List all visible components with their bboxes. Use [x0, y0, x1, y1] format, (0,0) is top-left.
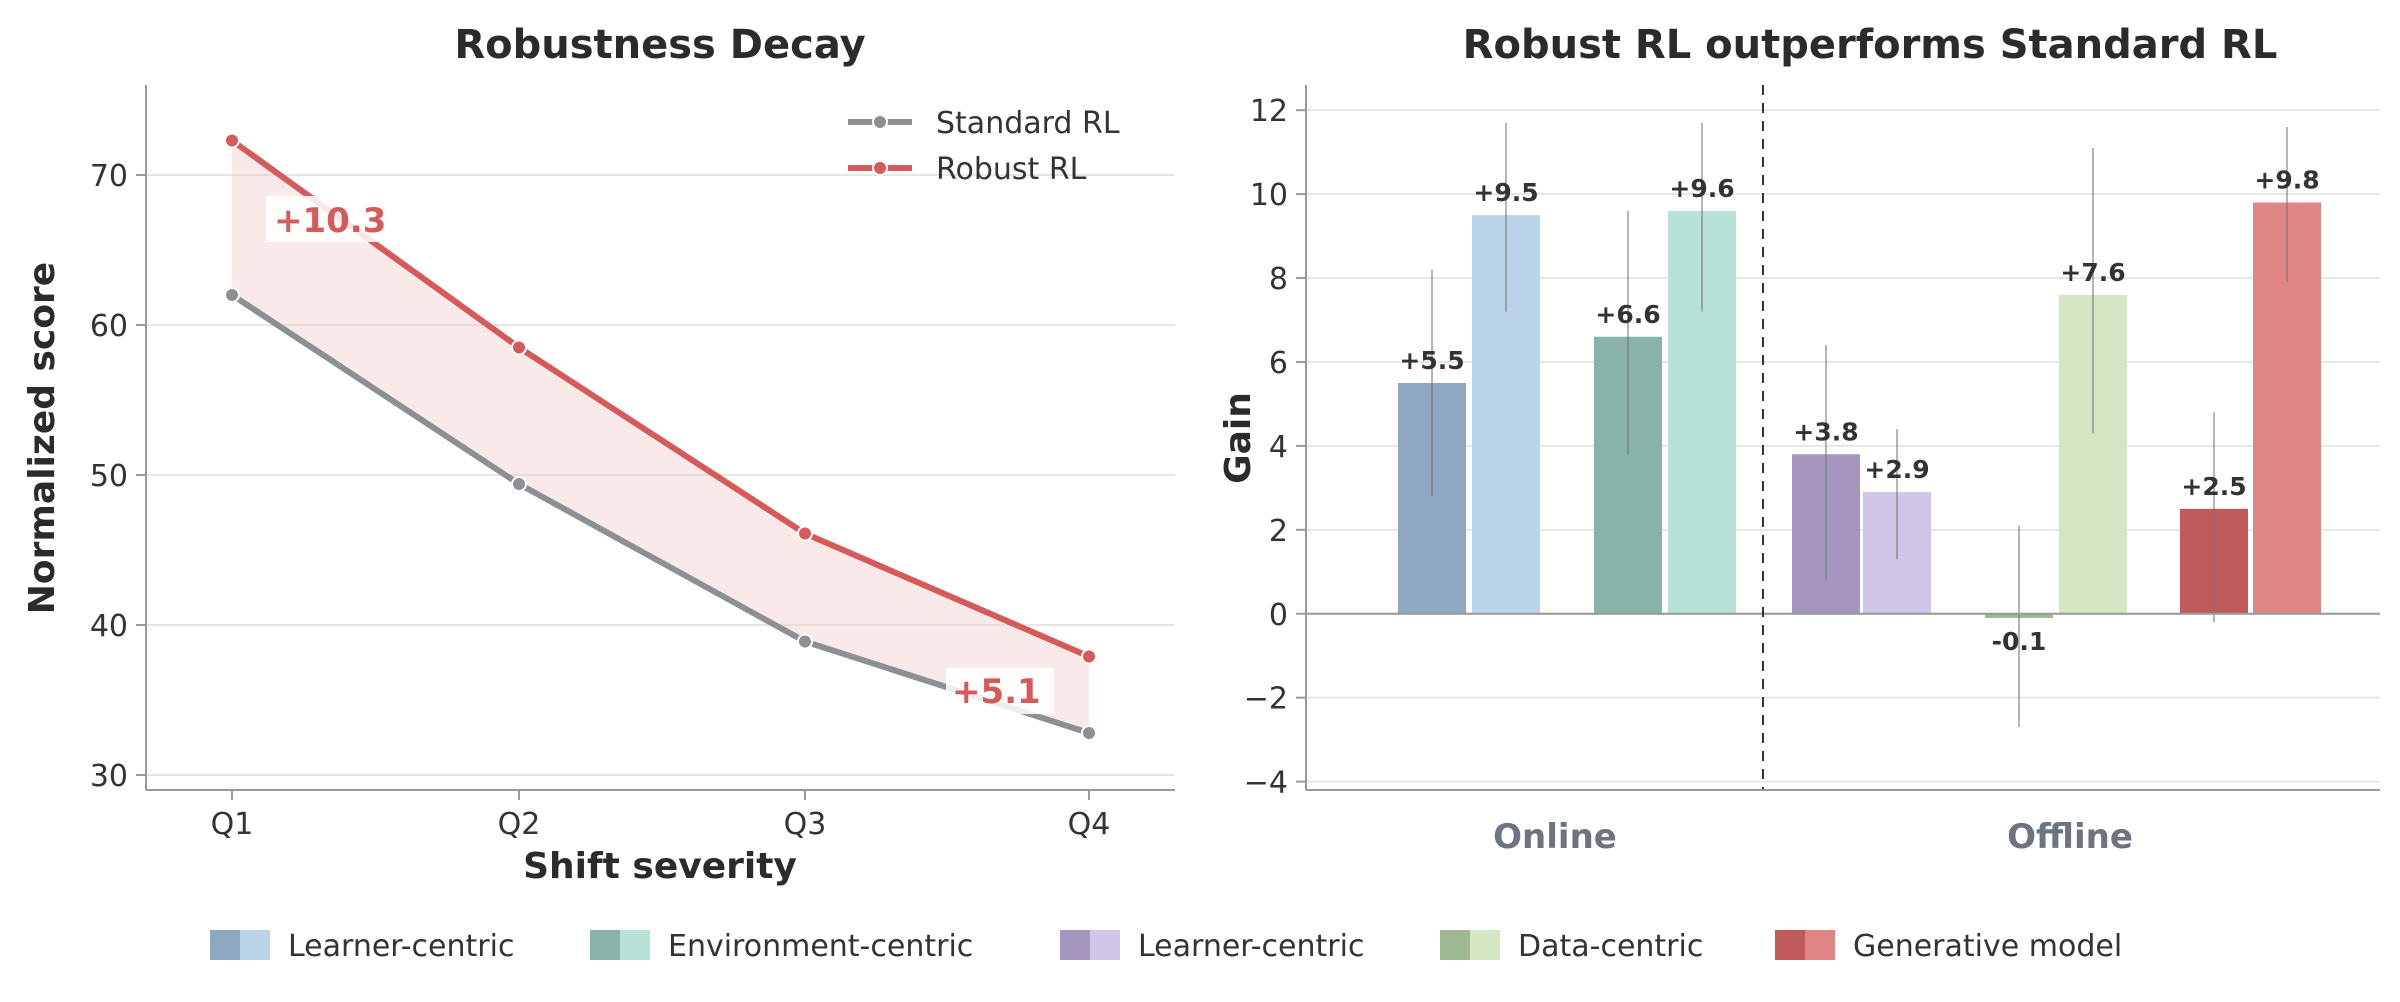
right-chart-title: Robust RL outperforms Standard RL [1463, 22, 2278, 68]
legend-swatch-dark [1775, 930, 1805, 960]
legend-swatch-dark [1440, 930, 1470, 960]
robust-rl-point [797, 525, 813, 542]
gap-annotation-q1: +10.3 [274, 201, 386, 241]
legend-swatch-light [240, 930, 270, 960]
legend-marker [872, 160, 888, 176]
left-x-tick-label: Q2 [498, 807, 541, 842]
left-gridlines [146, 174, 1175, 776]
standard-rl-point [797, 633, 813, 650]
legend-marker [872, 114, 888, 130]
legend-label: Robust RL [936, 152, 1087, 187]
left-chart-title: Robustness Decay [454, 22, 865, 68]
right-y-tick-label: −2 [1244, 682, 1288, 717]
bar-value-label: +9.8 [2254, 166, 2319, 195]
legend-label: Standard RL [936, 106, 1120, 141]
gain-bar-chart: Robust RL outperforms Standard RL +5.5 +9… [1218, 22, 2380, 857]
left-y-tick-label: 40 [90, 609, 128, 644]
group-label: Offline [2007, 817, 2133, 857]
left-series-points [224, 132, 1097, 741]
left-legend: Standard RL Robust RL [848, 106, 1120, 187]
bottom-legend: Learner-centric Environment-centric Learne… [210, 929, 2122, 964]
left-x-ticks: Q1 Q2 Q3 Q4 [211, 790, 1111, 842]
robust-rl-point [224, 132, 240, 149]
gap-annotation-q4: +5.1 [952, 672, 1041, 712]
standard-rl-point [511, 476, 527, 492]
robust-rl-point [1081, 648, 1097, 665]
robust-rl-point [511, 339, 527, 356]
annotation-bg [946, 668, 1054, 714]
group-labels: Online Offline [1493, 817, 2133, 857]
gap-fill-area [232, 140, 1089, 733]
right-y-tick-label: 4 [1269, 430, 1288, 465]
legend-swatch-light [1805, 930, 1835, 960]
legend-entry-label: Learner-centric [288, 929, 514, 964]
legend-swatch-light [1090, 930, 1120, 960]
legend-entry-label: Environment-centric [668, 929, 973, 964]
left-y-axis-label: Normalized score [22, 262, 63, 614]
left-x-axis-label: Shift severity [523, 846, 797, 887]
left-annotations: +10.3 +5.1 [266, 196, 1054, 714]
annotation-bg [266, 196, 394, 242]
left-y-ticks: 30 40 50 60 70 [90, 159, 146, 794]
legend-entry-label: Data-centric [1518, 929, 1703, 964]
robustness-decay-chart: Robustness Decay 30 40 50 60 70 Q1 Q2 Q3 Q4 Shi… [22, 22, 1175, 887]
legend-swatch-dark [210, 930, 240, 960]
standard-rl-point [1081, 725, 1097, 741]
right-y-ticks: −4 −2 0 2 4 6 8 10 12 [1244, 94, 1306, 801]
left-y-tick-label: 30 [90, 759, 128, 794]
legend-swatch-light [1470, 930, 1500, 960]
legend-swatch-dark [590, 930, 620, 960]
robust-rl-line [230, 138, 1091, 660]
right-y-tick-label: 10 [1250, 178, 1288, 213]
bar-value-label: +2.5 [2181, 472, 2246, 501]
error-bars [1431, 122, 2288, 728]
right-y-tick-label: −4 [1244, 766, 1288, 801]
bar-value-label: -0.1 [1992, 627, 2047, 656]
left-y-tick-label: 60 [90, 309, 128, 344]
group-label: Online [1493, 817, 1617, 857]
bar-value-label: +2.9 [1864, 455, 1929, 484]
legend-swatch-light [620, 930, 650, 960]
legend-entry-label: Learner-centric [1138, 929, 1364, 964]
right-y-axis-label: Gain [1218, 392, 1259, 484]
standard-rl-point [224, 287, 240, 303]
bar-value-label: +9.6 [1669, 174, 1734, 203]
left-y-tick-label: 50 [90, 459, 128, 494]
gain-bars [1398, 202, 2321, 618]
bar-value-label: +5.5 [1399, 346, 1464, 375]
legend-entry-label: Generative model [1853, 929, 2122, 964]
right-y-tick-label: 2 [1269, 514, 1288, 549]
left-y-tick-label: 70 [90, 159, 128, 194]
bar-value-label: +3.8 [1793, 417, 1858, 446]
left-x-tick-label: Q3 [784, 807, 827, 842]
left-x-tick-label: Q4 [1068, 807, 1111, 842]
bar-value-label: +9.5 [1473, 178, 1538, 207]
bar-value-labels: +5.5 +9.5 +6.6 +9.6 +3.8+2.9 -0.1 +7.6 +2.5 +9.8 [1399, 166, 2319, 656]
bar-value-label: +7.6 [2060, 258, 2125, 287]
right-y-tick-label: 0 [1269, 598, 1288, 633]
left-x-tick-label: Q1 [211, 807, 254, 842]
right-y-tick-label: 6 [1269, 346, 1288, 381]
bar-value-label: +6.6 [1595, 300, 1660, 329]
right-y-tick-label: 8 [1269, 262, 1288, 297]
right-y-tick-label: 12 [1250, 94, 1288, 129]
legend-swatch-dark [1060, 930, 1090, 960]
